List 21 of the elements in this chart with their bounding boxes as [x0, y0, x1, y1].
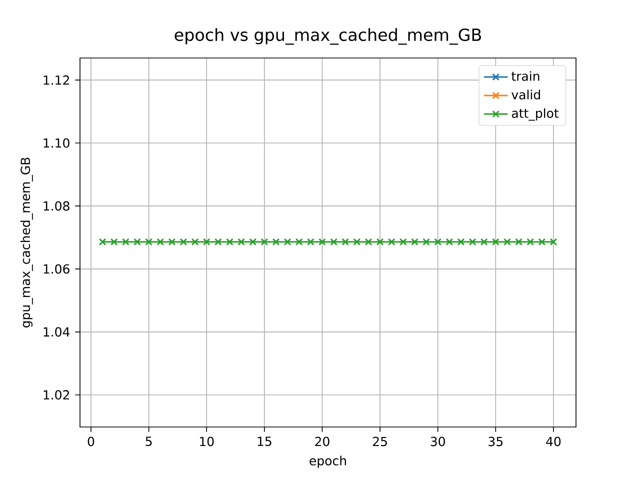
x-axis-title: epoch: [310, 456, 346, 468]
legend-label: train: [512, 71, 540, 81]
x-tick-label: 10: [200, 436, 214, 446]
y-axis-title: gpu_max_cached_mem_GB: [20, 158, 33, 328]
x-tick-label: 40: [546, 436, 561, 446]
y-tick-label: 1.06: [44, 264, 70, 274]
y-tick-label: 1.02: [44, 390, 69, 400]
chart-title: epoch vs gpu_max_cached_mem_GB: [174, 28, 481, 45]
x-tick-label: 25: [372, 436, 387, 446]
x-tick-label: 15: [258, 436, 272, 446]
x-tick-label: 0: [88, 436, 94, 446]
y-tick-label: 1.10: [44, 138, 70, 148]
x-tick-label: 20: [315, 436, 330, 446]
x-tick-label: 35: [488, 436, 503, 446]
y-tick-label: 1.08: [44, 201, 70, 211]
y-tick-label: 1.04: [44, 327, 70, 337]
x-tick-label: 30: [430, 436, 445, 446]
y-tick-label: 1.12: [44, 75, 69, 85]
legend-label: valid: [512, 90, 540, 100]
legend-label: att_plot: [512, 108, 559, 121]
x-tick-label: 5: [146, 436, 152, 446]
